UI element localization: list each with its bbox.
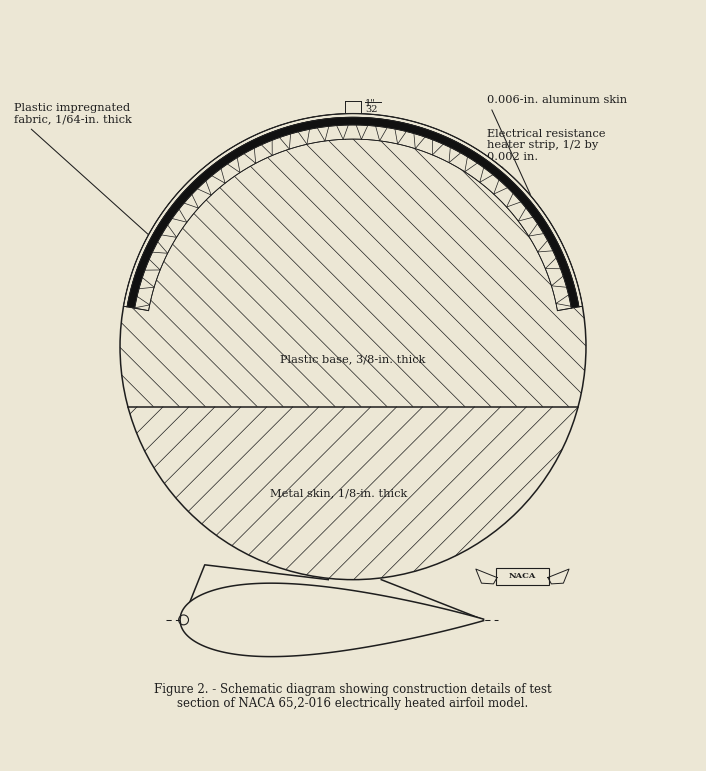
Polygon shape xyxy=(180,583,484,657)
Text: section of NACA 65,2-016 electrically heated airfoil model.: section of NACA 65,2-016 electrically he… xyxy=(177,697,529,709)
Text: 32: 32 xyxy=(365,105,378,114)
Polygon shape xyxy=(124,113,582,307)
Polygon shape xyxy=(127,117,579,308)
Text: 1": 1" xyxy=(365,99,376,108)
Text: NACA: NACA xyxy=(509,572,536,580)
Text: Metal skin, 1/8-in. thick: Metal skin, 1/8-in. thick xyxy=(270,488,407,498)
FancyBboxPatch shape xyxy=(496,567,549,584)
Polygon shape xyxy=(135,125,571,311)
Text: Plastic base, 3/8-in. thick: Plastic base, 3/8-in. thick xyxy=(280,354,426,364)
Text: Electrical resistance
heater strip, 1/2 by
0.002 in.: Electrical resistance heater strip, 1/2 … xyxy=(487,129,606,261)
Text: 0.006-in. aluminum skin: 0.006-in. aluminum skin xyxy=(487,95,627,194)
Text: Plastic impregnated
fabric, 1/64-in. thick: Plastic impregnated fabric, 1/64-in. thi… xyxy=(14,103,155,241)
Text: Figure 2. - Schematic diagram showing construction details of test: Figure 2. - Schematic diagram showing co… xyxy=(154,682,552,695)
